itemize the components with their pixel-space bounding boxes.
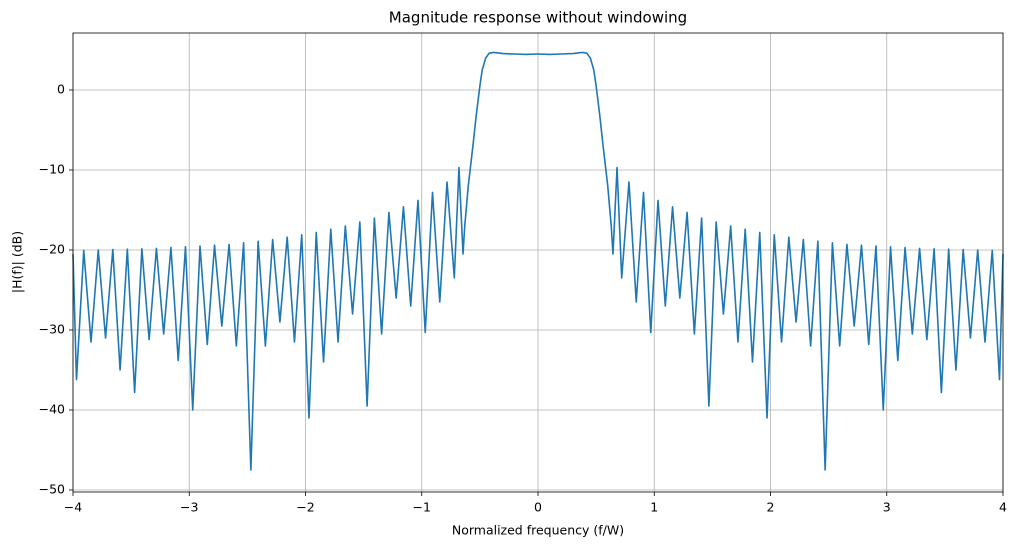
x-tick-label: −3 xyxy=(180,500,198,515)
x-tick-label: −4 xyxy=(64,500,82,515)
plot-frame xyxy=(72,32,1004,493)
y-tick-label: −20 xyxy=(39,242,65,257)
y-tick-label: −10 xyxy=(39,162,65,177)
x-tick-label: 4 xyxy=(999,500,1007,515)
x-tick-label: 3 xyxy=(883,500,891,515)
y-axis-label: |H(f)| (dB) xyxy=(10,231,25,293)
x-tick-label: 1 xyxy=(650,500,658,515)
data-line xyxy=(72,51,1004,471)
y-tick-label: −30 xyxy=(39,322,65,337)
x-axis-label: Normalized frequency (f/W) xyxy=(452,523,624,538)
x-tick-label: 2 xyxy=(767,500,775,515)
y-tick-label: −40 xyxy=(39,402,65,417)
x-tick-label: −1 xyxy=(413,500,431,515)
chart-title: Magnitude response without windowing xyxy=(389,9,687,27)
y-tick-label: −50 xyxy=(39,482,65,497)
y-tick-label: 0 xyxy=(57,82,65,97)
x-tick-label: 0 xyxy=(534,500,542,515)
x-tick-label: −2 xyxy=(296,500,314,515)
